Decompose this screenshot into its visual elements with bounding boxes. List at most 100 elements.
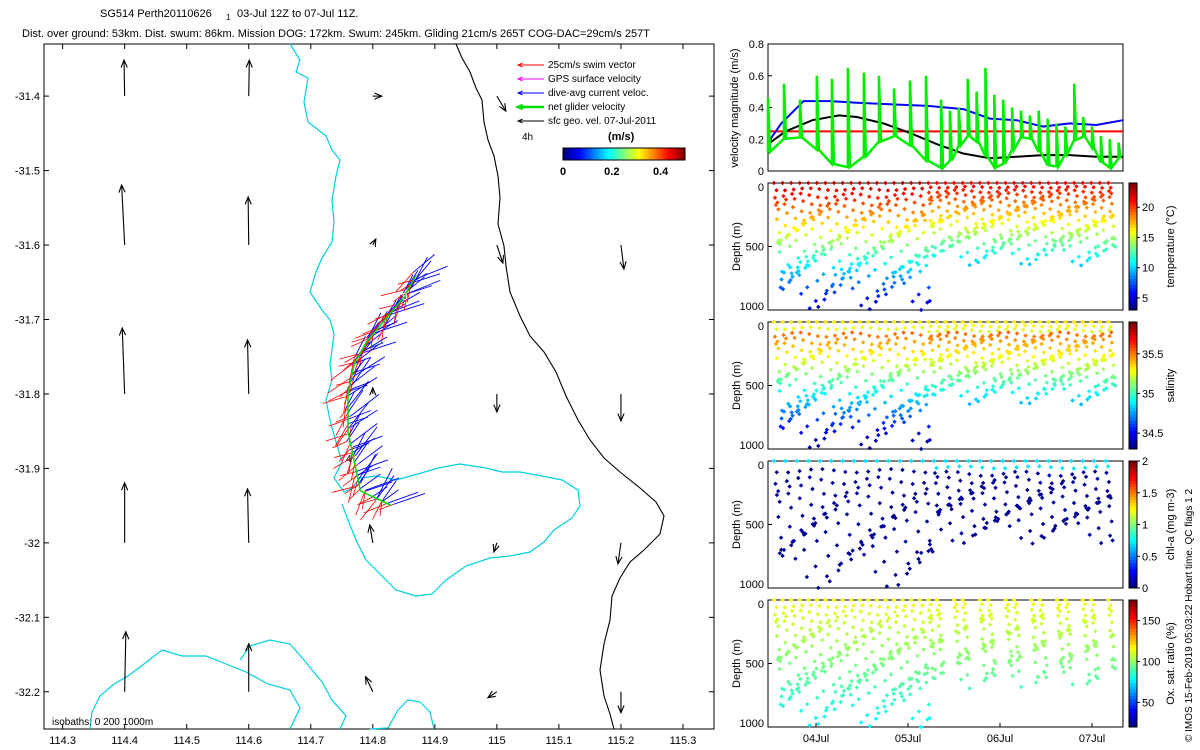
cbar-segment: [1129, 524, 1137, 529]
profile-point: [821, 512, 827, 517]
profile-point: [825, 342, 830, 348]
profile-point: [1057, 355, 1063, 360]
profile-point: [828, 228, 833, 233]
profile-point: [867, 445, 872, 451]
profile-point: [849, 330, 855, 335]
profile-point: [1025, 395, 1030, 401]
colorbar-segment: [585, 148, 588, 160]
profile-point: [790, 343, 796, 349]
profile-point: [894, 364, 900, 369]
profile-point: [848, 319, 854, 325]
profile-point: [938, 226, 943, 232]
profile-point: [1006, 660, 1012, 665]
profile-point: [1038, 608, 1043, 613]
profile-point: [1092, 221, 1098, 227]
map-x-tick-label: 114.3: [49, 735, 76, 747]
profile-point: [909, 259, 914, 264]
profile-point: [819, 209, 824, 214]
profile-point: [830, 377, 835, 383]
profile-point: [980, 646, 985, 651]
profile-point: [884, 194, 889, 200]
profile-point: [789, 688, 794, 693]
profile-point: [1092, 616, 1097, 621]
profile-point: [1033, 257, 1039, 262]
profile-point: [784, 478, 790, 484]
profile-point: [844, 490, 849, 495]
cbar-segment: [1129, 556, 1137, 560]
profile-point: [963, 656, 969, 661]
profile-point: [1047, 473, 1052, 478]
profile-point: [889, 504, 894, 510]
profile-point: [1018, 535, 1024, 541]
profile-point: [790, 204, 796, 210]
profile-point: [808, 603, 813, 608]
profile-point: [1067, 651, 1072, 656]
profile-point: [885, 188, 891, 193]
profile-point: [938, 387, 944, 393]
profile-point: [1090, 335, 1095, 341]
profile-point: [796, 407, 801, 413]
swim-vector: [346, 458, 353, 474]
profile-point: [841, 481, 847, 487]
profile-point: [1007, 630, 1013, 636]
depth-y-tick-label: 1000: [740, 718, 764, 730]
profile-point: [1050, 237, 1056, 243]
swim-vector: [322, 395, 348, 404]
profile-point: [856, 522, 861, 527]
current-vector: [395, 274, 414, 307]
profile-point: [926, 329, 932, 334]
profile-point: [1056, 629, 1061, 634]
profile-point: [909, 458, 914, 464]
profile-point: [857, 263, 862, 268]
profile-point: [868, 511, 874, 516]
cbar-segment: [1129, 363, 1137, 367]
cbar-tick-label: 20: [1142, 202, 1154, 214]
profile-point: [802, 388, 807, 393]
profile-point: [1039, 621, 1044, 626]
profile-point: [792, 335, 797, 341]
profile-point: [1055, 613, 1061, 618]
profile-point: [907, 414, 913, 419]
profile-point: [998, 199, 1003, 205]
profile-point: [854, 491, 860, 496]
profile-point: [852, 337, 857, 342]
map-x-tick-label: 114.7: [297, 735, 324, 747]
profile-point: [906, 367, 912, 373]
profile-point: [852, 222, 858, 228]
profile-point: [1099, 324, 1105, 330]
swim-vector: [358, 498, 377, 505]
profile-point: [776, 377, 781, 382]
map-y-tick-label: -32.1: [15, 612, 40, 624]
profile-point: [838, 235, 843, 240]
profile-point: [997, 330, 1003, 336]
cbar-segment: [1129, 211, 1137, 216]
cbar-segment: [1129, 514, 1137, 519]
profile-point: [787, 244, 792, 249]
swim-vector: [353, 480, 358, 496]
profile-point: [1069, 235, 1074, 241]
profile-point: [1009, 241, 1014, 246]
profile-point: [913, 509, 918, 515]
profile-point: [910, 349, 916, 354]
profile-point: [855, 230, 860, 235]
profile-point: [863, 378, 869, 383]
profile-point: [960, 597, 965, 603]
profile-point: [862, 393, 867, 398]
geo-velocity-arrow: [120, 58, 128, 97]
profile-point: [884, 693, 890, 698]
profile-point: [1026, 364, 1031, 370]
profile-point: [855, 369, 860, 374]
profile-point: [1090, 196, 1095, 202]
profile-point: [863, 673, 868, 679]
profile-point: [775, 488, 781, 494]
profile-point: [939, 357, 945, 362]
profile-point: [924, 486, 930, 492]
swim-vector: [339, 383, 354, 398]
profile-point: [860, 216, 865, 222]
profile-point: [927, 542, 933, 547]
profile-point: [907, 692, 913, 697]
profile-point: [1086, 506, 1091, 511]
profile-point: [973, 360, 979, 365]
profile-point: [955, 623, 960, 628]
profile-point: [963, 331, 968, 337]
